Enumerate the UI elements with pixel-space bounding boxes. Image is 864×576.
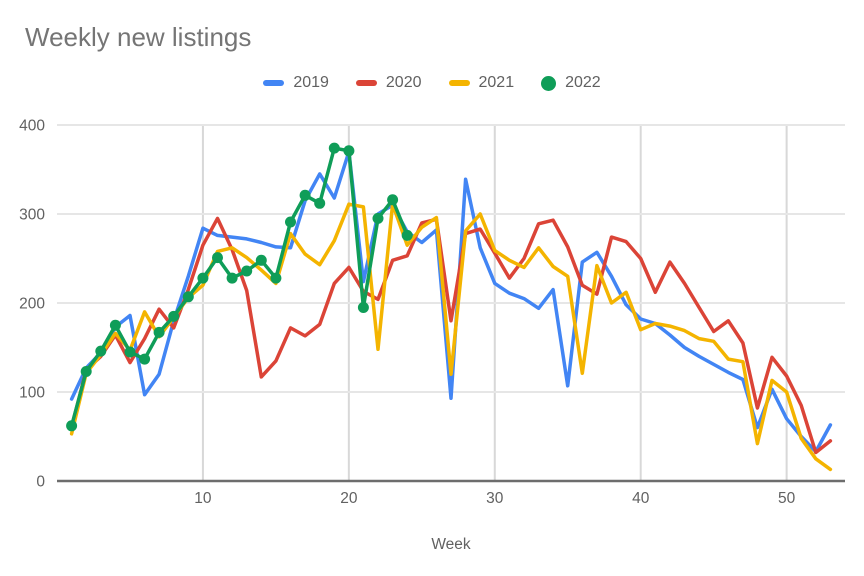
x-axis-title: Week: [431, 536, 471, 553]
legend-item-2022[interactable]: 2022: [541, 74, 601, 92]
series-point-2022[interactable]: [168, 310, 180, 322]
series-point-2022[interactable]: [95, 345, 107, 357]
chart-title: Weekly new listings: [25, 22, 252, 52]
series-point-2022[interactable]: [343, 145, 355, 157]
x-tick-label: 10: [194, 490, 212, 507]
x-tick-label: 50: [778, 490, 796, 507]
series-point-2022[interactable]: [372, 212, 384, 224]
x-tick-label: 40: [632, 490, 650, 507]
y-tick-label: 400: [19, 118, 45, 135]
legend-item-2021[interactable]: 2021: [448, 74, 515, 92]
legend-line-swatch-icon: [355, 80, 377, 86]
legend-label: 2022: [565, 74, 601, 91]
series-point-2022[interactable]: [270, 272, 282, 284]
series-point-2022[interactable]: [182, 291, 194, 303]
legend-line-swatch-icon: [448, 80, 470, 86]
series-point-2022[interactable]: [109, 319, 121, 331]
series-point-2022[interactable]: [328, 142, 340, 154]
chart-legend: 2019 2020 2021 2022: [0, 74, 864, 92]
series-point-2022[interactable]: [197, 272, 209, 284]
legend-circle-swatch-icon: [541, 75, 557, 91]
series-point-2022[interactable]: [387, 194, 399, 206]
y-tick-label: 300: [19, 207, 45, 224]
series-point-2022[interactable]: [401, 229, 413, 241]
series-point-2022[interactable]: [314, 197, 326, 209]
series-point-2022[interactable]: [139, 353, 151, 365]
series-line-2020[interactable]: [69, 216, 833, 455]
series-point-2022[interactable]: [212, 252, 223, 264]
series-point-2022[interactable]: [285, 216, 296, 228]
legend-label: 2021: [478, 74, 515, 91]
series-point-2022[interactable]: [357, 302, 369, 313]
series-point-2022[interactable]: [226, 272, 238, 284]
series-point-2022[interactable]: [80, 366, 92, 377]
y-tick-label: 200: [19, 296, 45, 313]
series-line-2021[interactable]: [69, 202, 833, 472]
y-tick-label: 0: [36, 474, 45, 491]
legend-label: 2020: [385, 74, 422, 91]
series-line-2022[interactable]: [69, 146, 409, 428]
legend-label: 2019: [293, 74, 329, 91]
series-point-2022[interactable]: [153, 326, 165, 338]
series-line-2019[interactable]: [69, 149, 833, 454]
series-point-2022[interactable]: [255, 254, 267, 266]
x-tick-label: 20: [340, 490, 358, 507]
legend-item-2020[interactable]: 2020: [355, 74, 422, 92]
series-point-2022[interactable]: [124, 346, 136, 358]
series-point-2022[interactable]: [66, 420, 78, 432]
series-point-2022[interactable]: [241, 265, 253, 277]
x-tick-label: 30: [486, 490, 504, 507]
series-point-2022[interactable]: [299, 189, 311, 201]
legend-line-swatch-icon: [263, 80, 285, 86]
legend-item-2019[interactable]: 2019: [263, 74, 329, 92]
y-tick-label: 100: [19, 385, 45, 402]
